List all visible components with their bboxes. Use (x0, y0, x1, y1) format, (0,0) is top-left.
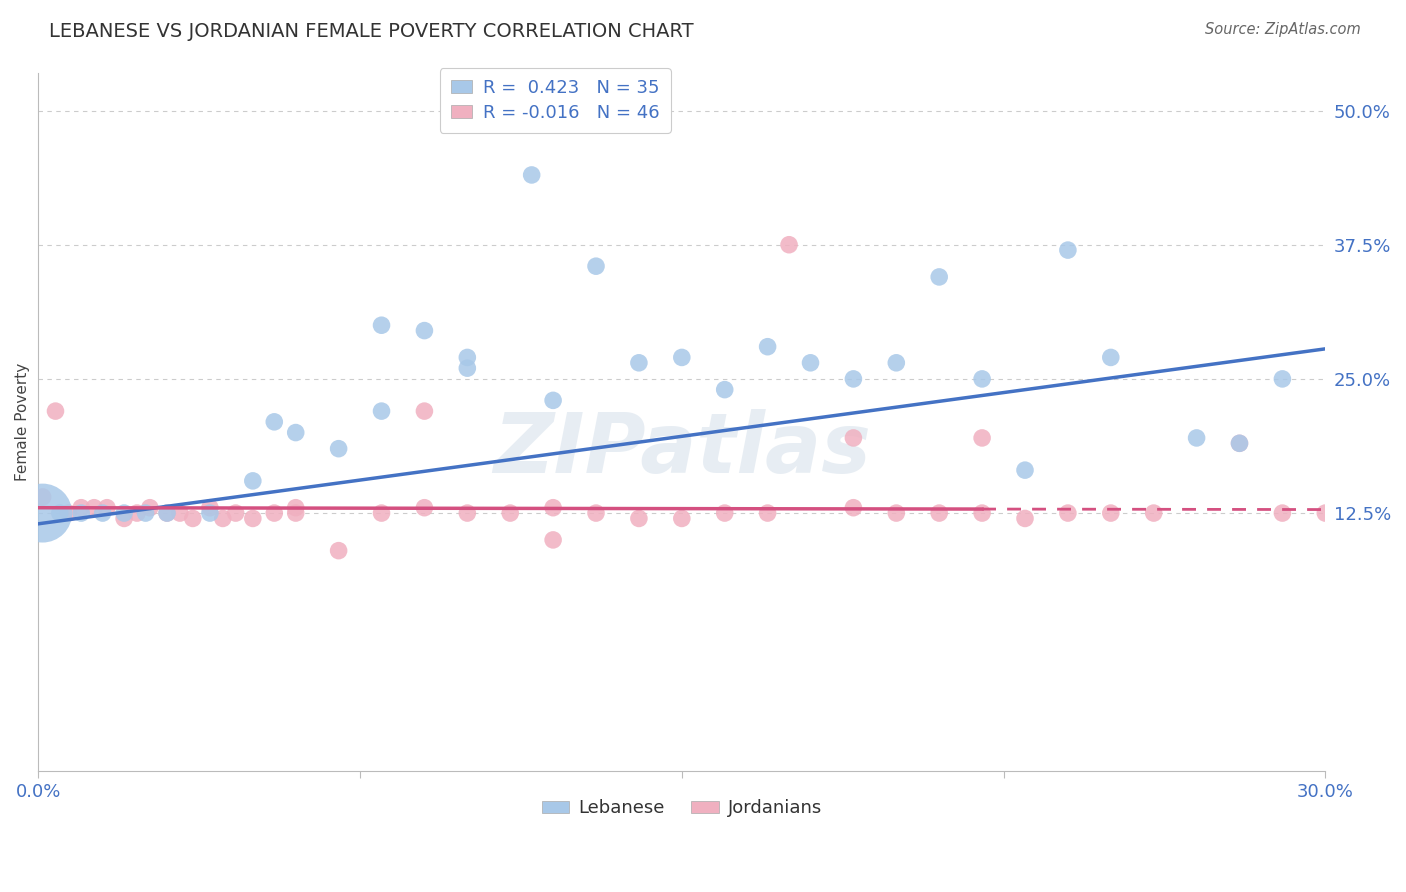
Point (499, 506, 522, 520)
Point (842, 372, 865, 386)
Point (242, 511, 264, 525)
Point (671, 511, 693, 525)
Y-axis label: Female Poverty: Female Poverty (15, 363, 30, 481)
Point (284, 500, 307, 515)
Point (1229, 436, 1251, 450)
Point (627, 356, 650, 370)
Point (242, 474, 264, 488)
Point (1185, 431, 1208, 445)
Point (211, 511, 233, 525)
Point (1099, 506, 1122, 520)
Point (49, 506, 72, 520)
Point (91, 506, 114, 520)
Point (884, 506, 907, 520)
Point (627, 511, 650, 525)
Point (1014, 463, 1036, 477)
Point (112, 511, 135, 525)
Point (1229, 436, 1251, 450)
Point (31, 506, 53, 520)
Point (328, 442, 350, 456)
Point (139, 500, 162, 515)
Point (972, 372, 994, 386)
Text: ZIPatlas: ZIPatlas (494, 409, 870, 491)
Point (1271, 506, 1294, 520)
Point (713, 383, 735, 397)
Point (671, 351, 693, 365)
Text: LEBANESE VS JORDANIAN FEMALE POVERTY CORRELATION CHART: LEBANESE VS JORDANIAN FEMALE POVERTY COR… (49, 22, 693, 41)
Point (112, 506, 135, 520)
Point (756, 506, 779, 520)
Legend: Lebanese, Jordanians: Lebanese, Jordanians (534, 792, 830, 824)
Point (928, 269, 950, 284)
Point (541, 500, 564, 515)
Point (263, 506, 285, 520)
Point (585, 506, 607, 520)
Point (125, 506, 148, 520)
Point (198, 506, 221, 520)
Point (456, 506, 478, 520)
Point (225, 506, 247, 520)
Point (58, 506, 80, 520)
Point (413, 500, 436, 515)
Point (96, 500, 118, 515)
Point (370, 318, 392, 333)
Point (31, 490, 53, 504)
Point (181, 511, 204, 525)
Point (884, 356, 907, 370)
Point (972, 431, 994, 445)
Point (135, 506, 157, 520)
Point (928, 506, 950, 520)
Point (328, 543, 350, 558)
Point (585, 259, 607, 273)
Point (413, 404, 436, 418)
Point (713, 506, 735, 520)
Point (842, 500, 865, 515)
Point (1315, 506, 1337, 520)
Point (456, 361, 478, 376)
Point (370, 506, 392, 520)
Point (198, 500, 221, 515)
Point (1143, 506, 1166, 520)
Point (370, 404, 392, 418)
Point (263, 415, 285, 429)
Point (799, 356, 821, 370)
Point (541, 533, 564, 547)
Point (541, 393, 564, 408)
Text: Source: ZipAtlas.com: Source: ZipAtlas.com (1205, 22, 1361, 37)
Point (456, 351, 478, 365)
Point (1271, 372, 1294, 386)
Point (83, 500, 105, 515)
Point (284, 425, 307, 440)
Point (284, 506, 307, 520)
Point (156, 506, 179, 520)
Point (756, 340, 779, 354)
Point (972, 506, 994, 520)
Point (1057, 506, 1080, 520)
Point (520, 168, 543, 182)
Point (1099, 351, 1122, 365)
Point (778, 237, 800, 252)
Point (1057, 243, 1080, 257)
Point (70, 506, 93, 520)
Point (1014, 511, 1036, 525)
Point (70, 500, 93, 515)
Point (842, 431, 865, 445)
Point (169, 506, 191, 520)
Point (413, 324, 436, 338)
Point (156, 506, 179, 520)
Point (44, 404, 66, 418)
